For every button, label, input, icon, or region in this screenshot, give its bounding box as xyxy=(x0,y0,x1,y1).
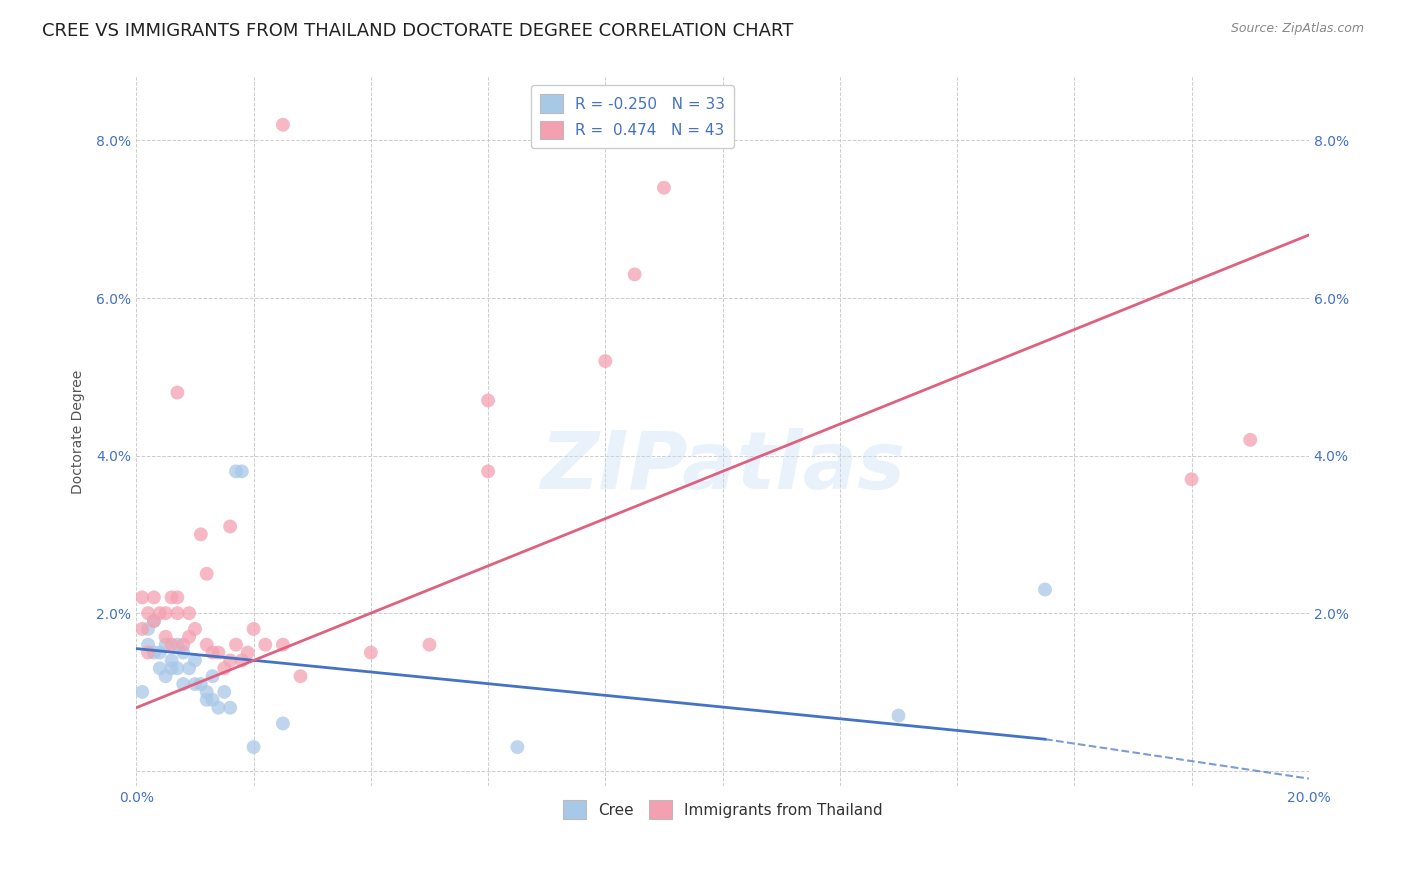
Point xyxy=(207,700,229,714)
Y-axis label: Doctorate Degree: Doctorate Degree xyxy=(72,370,86,494)
Point xyxy=(184,653,207,667)
Point xyxy=(142,614,165,628)
Point xyxy=(160,591,183,605)
Point xyxy=(172,646,194,660)
Point xyxy=(1033,582,1056,597)
Point xyxy=(136,606,159,620)
Point xyxy=(225,464,247,478)
Point xyxy=(219,653,242,667)
Point xyxy=(166,606,188,620)
Point xyxy=(149,606,172,620)
Point xyxy=(418,638,440,652)
Point xyxy=(166,638,188,652)
Point xyxy=(155,638,177,652)
Point xyxy=(149,646,172,660)
Point xyxy=(166,661,188,675)
Point xyxy=(271,638,294,652)
Point xyxy=(160,653,183,667)
Point xyxy=(231,653,253,667)
Text: CREE VS IMMIGRANTS FROM THAILAND DOCTORATE DEGREE CORRELATION CHART: CREE VS IMMIGRANTS FROM THAILAND DOCTORA… xyxy=(42,22,793,40)
Point xyxy=(172,638,194,652)
Point xyxy=(160,661,183,675)
Point xyxy=(195,685,218,699)
Point xyxy=(652,180,675,194)
Point xyxy=(271,716,294,731)
Point xyxy=(166,385,188,400)
Point xyxy=(623,268,645,282)
Point xyxy=(506,740,529,755)
Point xyxy=(155,630,177,644)
Point xyxy=(271,118,294,132)
Point xyxy=(177,661,200,675)
Text: ZIPatlas: ZIPatlas xyxy=(540,428,905,507)
Point xyxy=(136,638,159,652)
Point xyxy=(254,638,277,652)
Point xyxy=(190,527,212,541)
Point xyxy=(360,646,382,660)
Point xyxy=(201,646,224,660)
Point xyxy=(136,622,159,636)
Point xyxy=(142,614,165,628)
Point xyxy=(184,622,207,636)
Point xyxy=(219,519,242,533)
Point xyxy=(290,669,312,683)
Point xyxy=(214,685,236,699)
Point xyxy=(155,669,177,683)
Point xyxy=(201,669,224,683)
Point xyxy=(184,677,207,691)
Point xyxy=(477,464,499,478)
Point xyxy=(177,606,200,620)
Point xyxy=(195,566,218,581)
Point xyxy=(214,661,236,675)
Point xyxy=(142,591,165,605)
Point xyxy=(166,591,188,605)
Point xyxy=(219,700,242,714)
Point xyxy=(172,677,194,691)
Point xyxy=(242,740,264,755)
Point xyxy=(131,622,153,636)
Point xyxy=(190,677,212,691)
Point xyxy=(1239,433,1261,447)
Point xyxy=(595,354,617,368)
Point xyxy=(1180,472,1202,486)
Point xyxy=(155,606,177,620)
Point xyxy=(231,464,253,478)
Point xyxy=(136,646,159,660)
Point xyxy=(160,638,183,652)
Point xyxy=(236,646,259,660)
Point xyxy=(887,708,910,723)
Point xyxy=(149,661,172,675)
Point xyxy=(142,646,165,660)
Point xyxy=(242,622,264,636)
Text: Source: ZipAtlas.com: Source: ZipAtlas.com xyxy=(1230,22,1364,36)
Point xyxy=(177,630,200,644)
Point xyxy=(201,693,224,707)
Point xyxy=(195,693,218,707)
Point xyxy=(225,638,247,652)
Point xyxy=(477,393,499,408)
Point xyxy=(131,685,153,699)
Point xyxy=(195,638,218,652)
Point xyxy=(207,646,229,660)
Legend: Cree, Immigrants from Thailand: Cree, Immigrants from Thailand xyxy=(557,794,889,825)
Point xyxy=(131,591,153,605)
